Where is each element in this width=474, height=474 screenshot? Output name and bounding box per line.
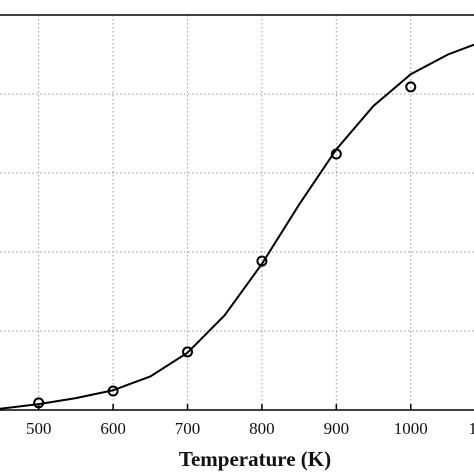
data-point (256, 255, 268, 267)
data-point (33, 397, 45, 409)
x-tick-label: 1100 (468, 419, 474, 438)
x-axis-label: Temperature (K) (179, 447, 331, 471)
data-point (405, 81, 417, 93)
x-tick-label: 800 (249, 419, 275, 438)
x-tick-label: 500 (26, 419, 52, 438)
x-tick-label: 700 (175, 419, 201, 438)
data-point (330, 148, 342, 160)
curve (0, 43, 474, 410)
x-tick-label: 1000 (394, 419, 428, 438)
data-point (182, 346, 194, 358)
x-tick-label: 600 (100, 419, 126, 438)
data-point (107, 385, 119, 397)
x-tick-label: 900 (324, 419, 350, 438)
